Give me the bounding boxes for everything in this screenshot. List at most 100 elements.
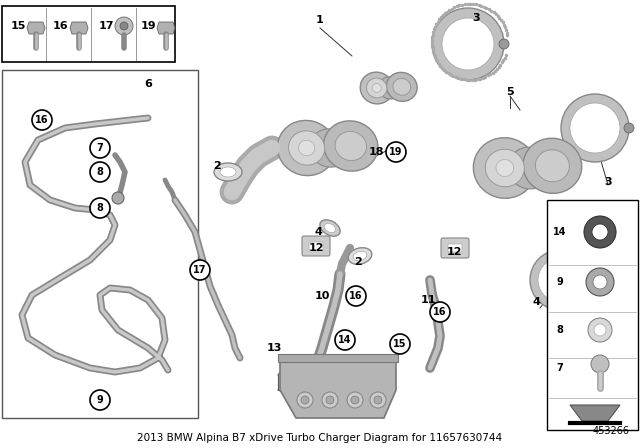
Polygon shape: [70, 22, 88, 34]
Circle shape: [561, 94, 629, 162]
Ellipse shape: [320, 220, 340, 236]
Text: 12: 12: [446, 247, 461, 257]
Text: 8: 8: [97, 167, 104, 177]
Polygon shape: [280, 360, 396, 418]
Ellipse shape: [324, 224, 335, 233]
Text: 4: 4: [532, 297, 540, 307]
FancyBboxPatch shape: [448, 244, 462, 252]
Ellipse shape: [289, 131, 324, 165]
Circle shape: [335, 330, 355, 350]
Text: 2: 2: [213, 161, 221, 171]
Text: 16: 16: [349, 291, 363, 301]
Ellipse shape: [372, 84, 381, 92]
Text: 18: 18: [368, 147, 384, 157]
Text: 12: 12: [308, 243, 324, 253]
Circle shape: [326, 396, 334, 404]
Circle shape: [624, 123, 634, 133]
Circle shape: [499, 39, 509, 49]
Text: 9: 9: [97, 395, 104, 405]
Circle shape: [374, 396, 382, 404]
Circle shape: [584, 216, 616, 248]
Text: 17: 17: [193, 265, 207, 275]
Ellipse shape: [523, 138, 582, 194]
Circle shape: [386, 142, 406, 162]
Ellipse shape: [309, 129, 351, 167]
Circle shape: [90, 162, 110, 182]
Ellipse shape: [474, 138, 536, 198]
Text: 2: 2: [354, 257, 362, 267]
FancyBboxPatch shape: [278, 354, 398, 362]
Circle shape: [390, 334, 410, 354]
Text: 16: 16: [433, 307, 447, 317]
Ellipse shape: [278, 121, 336, 176]
Ellipse shape: [348, 248, 372, 264]
Text: 16: 16: [35, 115, 49, 125]
Circle shape: [115, 17, 133, 35]
Circle shape: [442, 18, 494, 70]
Ellipse shape: [485, 149, 524, 187]
Text: 8: 8: [557, 325, 563, 335]
Ellipse shape: [214, 163, 242, 181]
Ellipse shape: [367, 78, 387, 98]
Ellipse shape: [496, 159, 514, 177]
Ellipse shape: [353, 251, 367, 261]
Circle shape: [351, 396, 359, 404]
Ellipse shape: [324, 121, 378, 171]
Circle shape: [347, 392, 363, 408]
Circle shape: [538, 258, 582, 302]
Circle shape: [593, 275, 607, 289]
Text: 13: 13: [266, 343, 282, 353]
Circle shape: [585, 275, 595, 285]
Circle shape: [90, 198, 110, 218]
Ellipse shape: [387, 73, 417, 101]
Ellipse shape: [298, 140, 315, 156]
Text: 6: 6: [144, 79, 152, 89]
Text: 453266: 453266: [593, 426, 630, 436]
Circle shape: [594, 324, 606, 336]
Polygon shape: [27, 22, 45, 34]
Ellipse shape: [378, 77, 402, 99]
FancyBboxPatch shape: [302, 236, 330, 256]
Circle shape: [190, 260, 210, 280]
Polygon shape: [157, 22, 175, 34]
Circle shape: [370, 392, 386, 408]
Text: 10: 10: [314, 291, 330, 301]
FancyBboxPatch shape: [441, 238, 469, 258]
Text: 17: 17: [99, 21, 114, 31]
Ellipse shape: [335, 131, 367, 160]
Text: 5: 5: [506, 87, 514, 97]
Circle shape: [322, 392, 338, 408]
Text: 19: 19: [140, 21, 156, 31]
Circle shape: [432, 8, 504, 80]
Circle shape: [588, 318, 612, 342]
Ellipse shape: [536, 150, 570, 182]
Text: 11: 11: [420, 295, 436, 305]
Text: 15: 15: [10, 21, 26, 31]
Text: 7: 7: [97, 143, 104, 153]
Circle shape: [346, 286, 366, 306]
Circle shape: [112, 192, 124, 204]
Text: 19: 19: [389, 147, 403, 157]
Circle shape: [90, 390, 110, 410]
Circle shape: [570, 103, 620, 153]
Circle shape: [586, 268, 614, 296]
Text: 9: 9: [557, 277, 563, 287]
Text: 14: 14: [339, 335, 352, 345]
Circle shape: [592, 224, 608, 240]
Circle shape: [530, 250, 590, 310]
Text: 3: 3: [604, 177, 612, 187]
Circle shape: [120, 22, 128, 30]
Bar: [2, 6, 175, 62]
Text: 8: 8: [97, 203, 104, 213]
Text: 14: 14: [553, 227, 567, 237]
Text: 3: 3: [472, 13, 480, 23]
Text: 15: 15: [393, 339, 407, 349]
Ellipse shape: [508, 147, 552, 189]
Circle shape: [297, 392, 313, 408]
Text: 16: 16: [53, 21, 69, 31]
Text: 2013 BMW Alpina B7 xDrive Turbo Charger Diagram for 11657630744: 2013 BMW Alpina B7 xDrive Turbo Charger …: [138, 433, 502, 443]
Text: 1: 1: [316, 15, 324, 25]
FancyBboxPatch shape: [309, 242, 323, 250]
Circle shape: [32, 110, 52, 130]
Text: 4: 4: [314, 227, 322, 237]
